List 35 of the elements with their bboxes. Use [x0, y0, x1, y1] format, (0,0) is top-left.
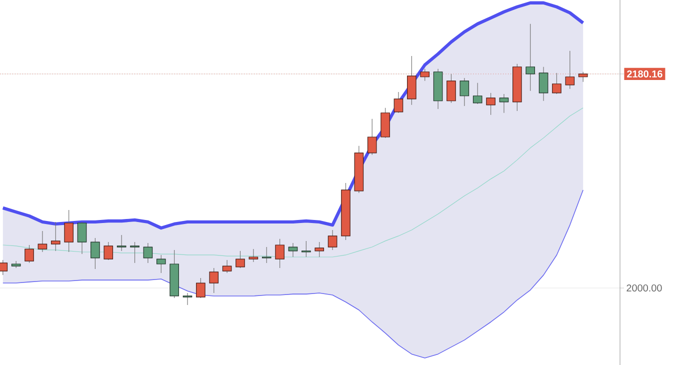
candlestick [552, 72, 562, 94]
candlestick [130, 242, 140, 264]
candlestick [248, 248, 258, 262]
candlestick [104, 242, 114, 260]
candlestick [328, 230, 338, 250]
candlestick [50, 222, 60, 252]
candlestick [275, 238, 284, 268]
candlestick [472, 82, 482, 104]
candlestick [499, 94, 509, 114]
candlestick [526, 24, 535, 92]
candlestick [302, 240, 311, 258]
candlestick [209, 268, 219, 294]
candlestick [460, 78, 470, 106]
candlestick [182, 292, 192, 306]
candlestick [156, 254, 166, 274]
candlestick [565, 50, 575, 90]
y-tick-label: 2000.00 [626, 284, 662, 292]
candlestick [196, 278, 206, 298]
candlestick [90, 238, 100, 270]
candlestick [116, 234, 126, 252]
candlestick [38, 230, 48, 252]
candlestick [538, 66, 548, 102]
candlestick [143, 242, 153, 264]
candlestick [24, 244, 34, 264]
candlestick [367, 118, 377, 156]
candlestick [394, 92, 404, 114]
candlestick [77, 222, 87, 254]
y-tick-label: 2180.16 [627, 70, 662, 78]
candlestick [486, 92, 496, 116]
candlestick [64, 210, 74, 252]
candlestick [288, 242, 298, 258]
candlestick [222, 260, 232, 274]
candlestick [314, 242, 324, 258]
candlestick [236, 250, 245, 268]
candlestick [262, 246, 272, 264]
